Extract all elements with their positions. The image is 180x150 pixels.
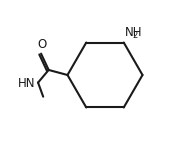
Text: HN: HN (18, 77, 36, 90)
Text: NH: NH (125, 26, 142, 39)
Text: O: O (37, 38, 46, 51)
Text: 2: 2 (132, 30, 137, 39)
